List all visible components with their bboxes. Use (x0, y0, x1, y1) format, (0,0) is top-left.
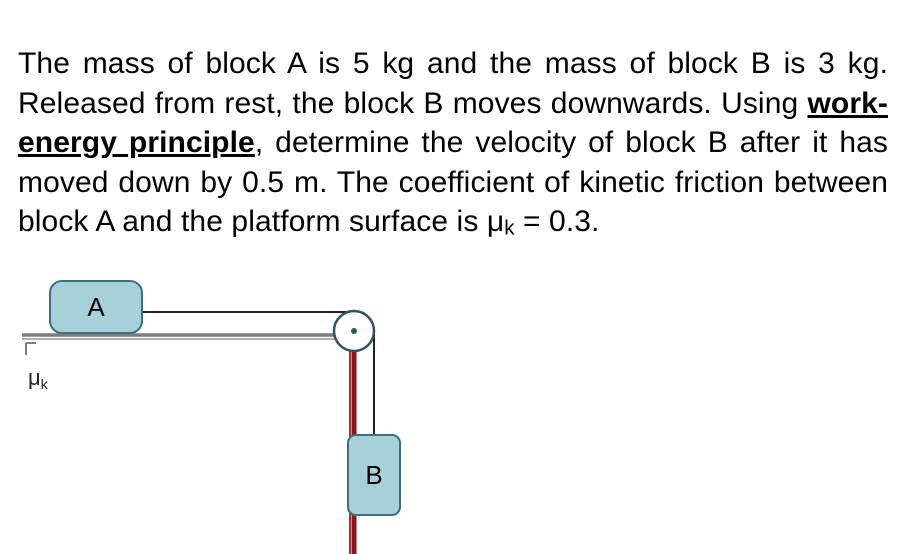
mass-b-value: 3 kg (818, 47, 879, 80)
block-a-label: A (87, 292, 105, 322)
mass-a-value: 5 kg (353, 47, 414, 80)
block-b-label: B (365, 460, 382, 490)
text: and the mass of block B is (414, 47, 818, 80)
mu-subscript: k (504, 218, 514, 240)
text: The mass of block A is (18, 47, 353, 80)
text: = (515, 205, 550, 238)
distance-value: 0.5 m (242, 166, 319, 199)
mu-value: 0.3 (549, 205, 591, 238)
mu-k-label: μk (28, 365, 49, 392)
text: . (591, 205, 599, 238)
diagram-svg: A Bμk (22, 273, 442, 554)
problem-statement: The mass of block A is 5 kg and the mass… (18, 44, 888, 243)
physics-diagram: A Bμk (22, 273, 888, 554)
